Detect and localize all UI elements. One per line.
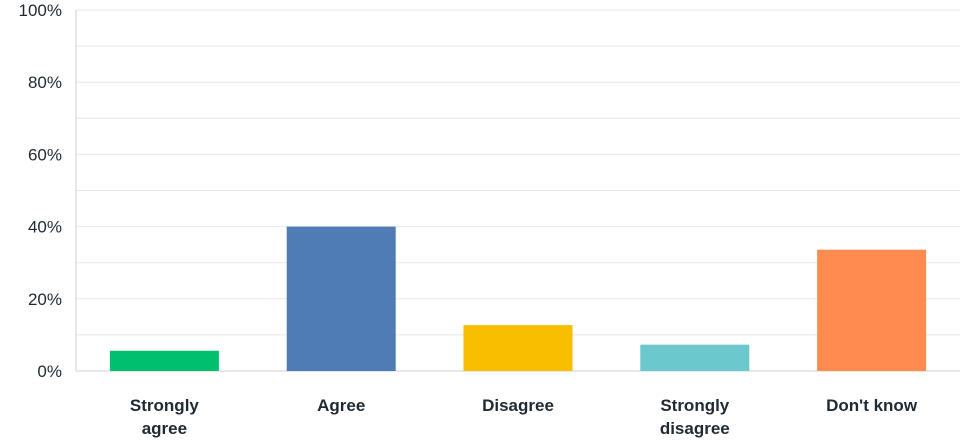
x-category-label: Agree (317, 396, 365, 415)
y-tick-label: 0% (37, 362, 62, 381)
y-tick-label: 40% (28, 218, 62, 237)
bar (640, 344, 750, 371)
y-tick-label: 60% (28, 145, 62, 164)
x-category-label-line: Agree (317, 396, 365, 415)
x-category-label-line: Strongly (660, 396, 729, 415)
grid-layer (76, 9, 960, 336)
x-category-labels: Strongly agree Agree Disagree Strongly disagr… (130, 396, 918, 438)
y-tick-labels: 0% 20% 40% 60% 80% 100% (19, 1, 62, 381)
x-category-label-line: disagree (660, 419, 730, 438)
bar-layer (109, 226, 927, 371)
x-category-label-line: agree (142, 419, 187, 438)
bar (463, 325, 573, 371)
x-category-label: Don't know (826, 396, 918, 415)
x-category-label: Strongly agree (130, 396, 199, 438)
x-category-label: Strongly disagree (660, 396, 730, 438)
y-tick-label: 100% (19, 1, 62, 20)
y-tick-label: 80% (28, 73, 62, 92)
x-category-label: Disagree (482, 396, 554, 415)
x-category-label-line: Disagree (482, 396, 554, 415)
bar (817, 249, 927, 371)
x-category-label-line: Strongly (130, 396, 199, 415)
y-tick-label: 20% (28, 290, 62, 309)
bar (286, 226, 396, 371)
x-category-label-line: Don't know (826, 396, 918, 415)
bar (109, 350, 219, 371)
